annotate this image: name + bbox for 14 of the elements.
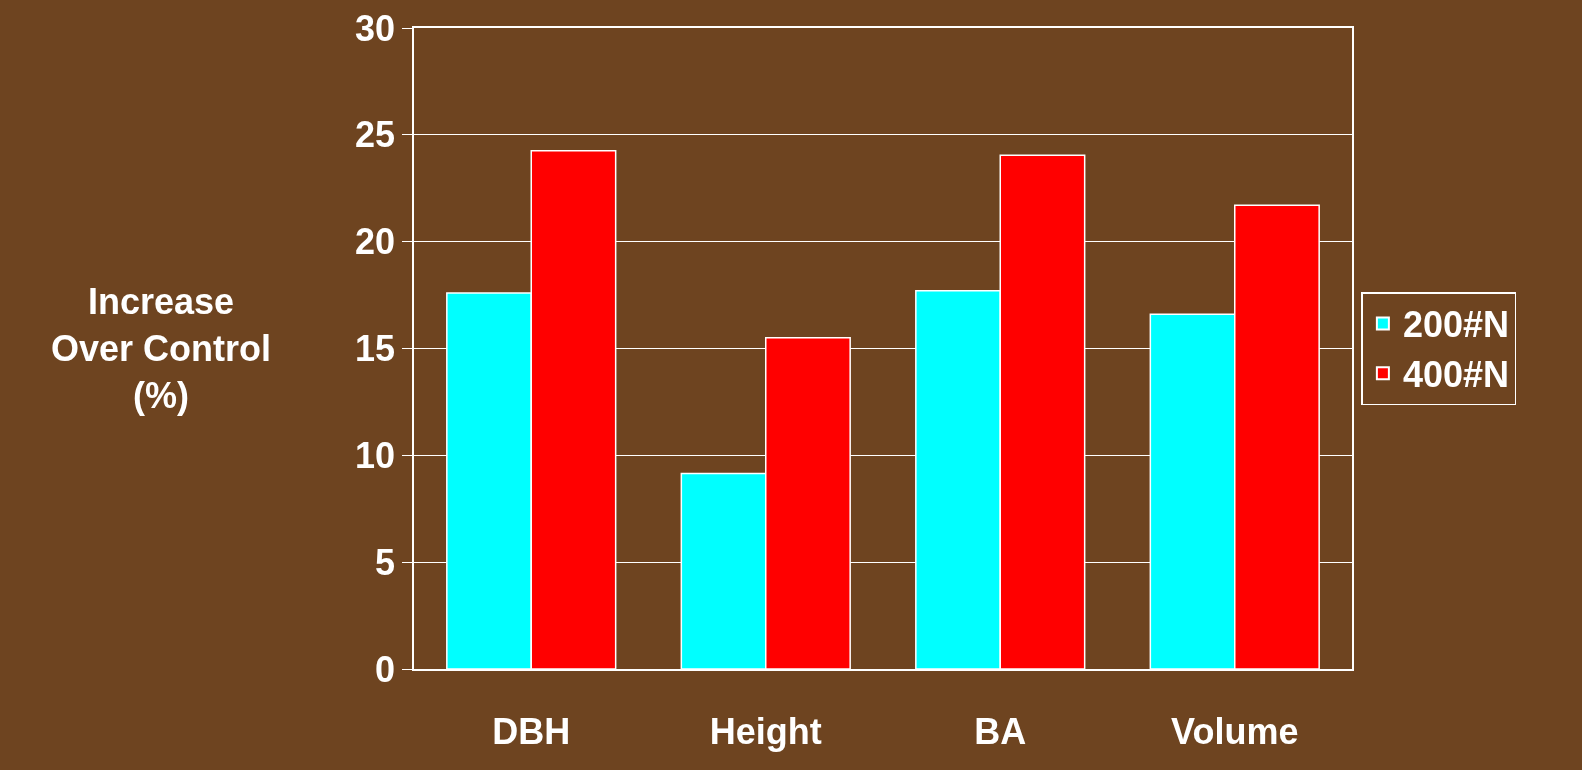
x-tick-label: BA xyxy=(974,710,1027,752)
y-tick-label: 20 xyxy=(355,221,396,263)
y-tick-label: 30 xyxy=(355,7,396,49)
y-tick-label: 5 xyxy=(375,541,396,583)
legend-label: 200#N xyxy=(1402,304,1509,346)
x-tick-label: Height xyxy=(709,710,822,752)
y-tick-label: 10 xyxy=(355,434,396,476)
x-tick-label: DBH xyxy=(492,710,571,752)
y-tick-label: 15 xyxy=(355,328,396,370)
y-tick-label: 25 xyxy=(355,114,396,156)
y-tick-label: 0 xyxy=(375,648,396,690)
x-tick-label: Volume xyxy=(1171,710,1299,752)
legend-label: 400#N xyxy=(1402,354,1509,396)
y-axis-title: Increase Over Control (%) xyxy=(51,281,272,416)
